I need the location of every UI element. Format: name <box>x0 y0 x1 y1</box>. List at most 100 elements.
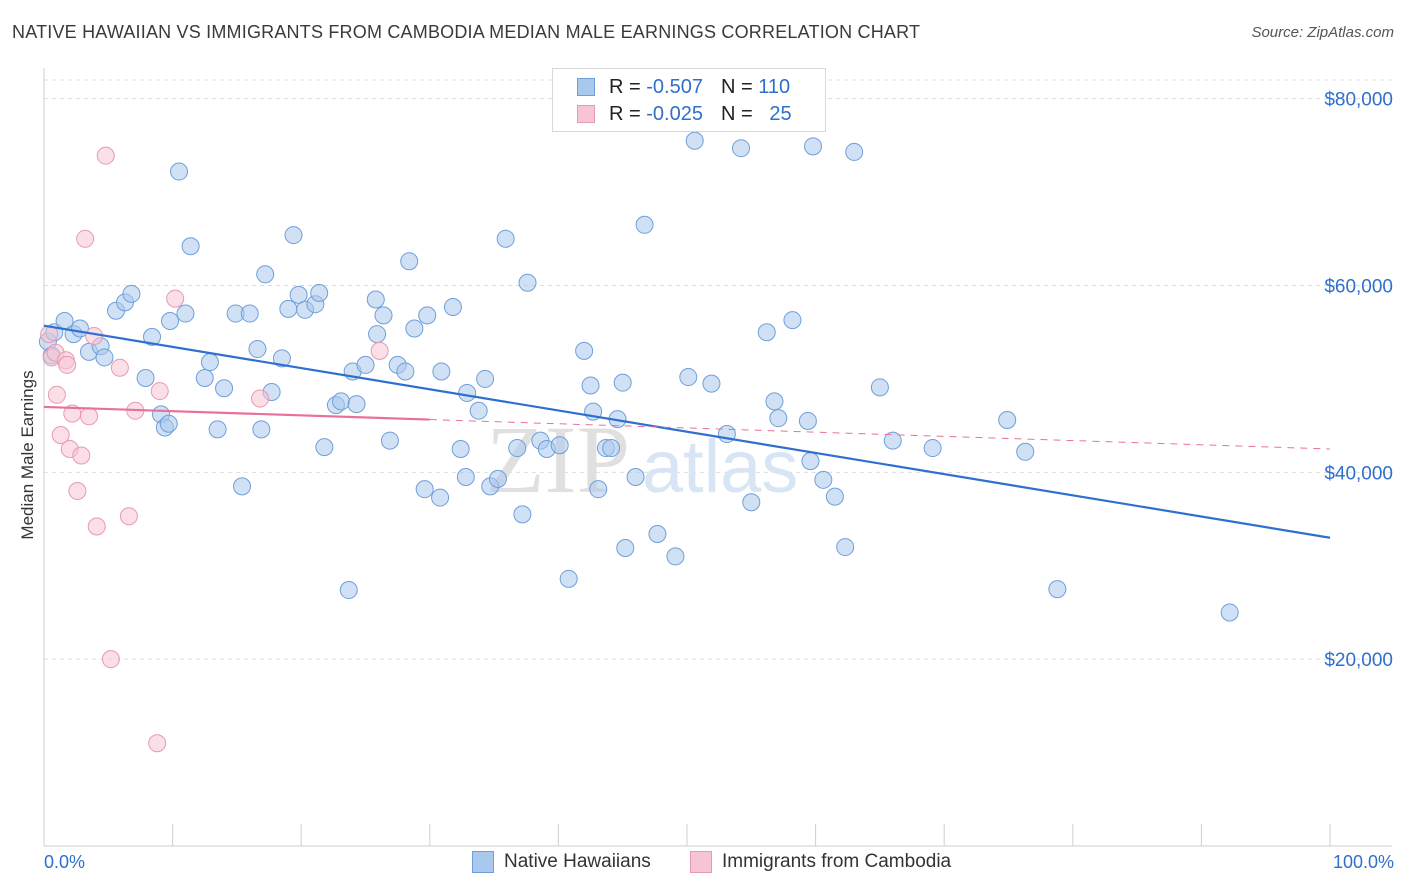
x-tick-label-max: 100.0% <box>1332 852 1394 872</box>
data-point-native-hawaiian <box>136 368 155 387</box>
legend-r-value: -0.025 <box>646 102 703 125</box>
watermark-zip: ZIP <box>486 406 630 513</box>
data-point-cambodia <box>80 407 99 426</box>
data-point-native-hawaiian <box>513 505 532 524</box>
y-tick-label: $20,000 <box>1324 650 1393 671</box>
data-point-native-hawaiian <box>508 439 527 458</box>
data-point-native-hawaiian <box>432 362 451 381</box>
data-point-native-hawaiian <box>550 436 569 455</box>
data-point-native-hawaiian <box>998 411 1017 430</box>
data-point-native-hawaiian <box>626 468 645 487</box>
legend-swatch-blue <box>577 78 595 96</box>
data-point-native-hawaiian <box>845 142 864 161</box>
data-point-native-hawaiian <box>836 538 855 557</box>
data-point-native-hawaiian <box>161 312 180 331</box>
data-point-native-hawaiian <box>315 438 334 457</box>
data-point-native-hawaiian <box>559 569 578 588</box>
data-point-native-hawaiian <box>415 480 434 499</box>
bottom-legend-cambodia: Immigrants from Cambodia <box>690 851 951 873</box>
data-point-native-hawaiian <box>252 420 271 439</box>
bottom-legend-label: Immigrants from Cambodia <box>722 851 952 872</box>
legend-n-value: 25 <box>769 102 792 125</box>
data-point-native-hawaiian <box>368 325 387 344</box>
data-point-native-hawaiian <box>825 487 844 506</box>
data-point-native-hawaiian <box>488 469 507 488</box>
legend-n-value: 110 <box>758 75 791 98</box>
tick-label-layer: $20,000 $40,000 $60,000 $80,000 <box>1324 90 1393 671</box>
data-point-native-hawaiian <box>679 368 698 387</box>
data-point-cambodia <box>96 146 115 165</box>
data-point-native-hawaiian <box>1220 603 1239 622</box>
data-point-native-hawaiian <box>798 411 817 430</box>
data-point-native-hawaiian <box>814 470 833 489</box>
data-point-native-hawaiian <box>95 348 114 367</box>
data-point-cambodia <box>101 650 120 669</box>
data-point-native-hawaiian <box>215 379 234 398</box>
data-point-native-hawaiian <box>575 341 594 360</box>
data-point-cambodia <box>370 341 389 360</box>
data-point-native-hawaiian <box>456 468 475 487</box>
data-point-native-hawaiian <box>742 493 761 512</box>
trend-line-cambodia <box>43 405 430 421</box>
bottom-legend-swatch-pink <box>690 851 712 873</box>
data-point-native-hawaiian <box>272 349 291 368</box>
legend-n-label: N = <box>720 102 753 125</box>
trend-layer <box>43 324 1331 539</box>
legend-row-cambodia: R = -0.025 N = 25 <box>577 101 792 127</box>
data-point-native-hawaiian <box>181 237 200 256</box>
legend-row-native-hawaiians: R = -0.507 N = 110 <box>577 74 790 100</box>
data-point-native-hawaiian <box>405 319 424 338</box>
data-point-native-hawaiian <box>418 306 437 325</box>
data-point-native-hawaiian <box>648 524 667 543</box>
data-point-native-hawaiian <box>339 581 358 600</box>
data-point-native-hawaiian <box>396 362 415 381</box>
data-point-cambodia <box>148 734 167 753</box>
data-point-cambodia <box>58 355 77 374</box>
data-point-native-hawaiian <box>496 229 515 248</box>
data-point-native-hawaiian <box>195 368 214 387</box>
data-point-native-hawaiian <box>279 299 298 318</box>
data-point-native-hawaiian <box>233 477 252 496</box>
data-point-native-hawaiian <box>400 252 419 271</box>
data-point-native-hawaiian <box>1048 580 1067 599</box>
chart-title: NATIVE HAWAIIAN VS IMMIGRANTS FROM CAMBO… <box>12 22 921 42</box>
y-tick-label: $60,000 <box>1324 277 1393 298</box>
data-point-cambodia <box>166 289 185 308</box>
data-point-native-hawaiian <box>732 139 751 158</box>
data-point-native-hawaiian <box>451 439 470 458</box>
data-point-native-hawaiian <box>332 392 351 411</box>
grid-layer <box>44 79 1392 660</box>
x-tick-label-min: 0.0% <box>44 852 86 872</box>
data-point-cambodia <box>68 482 87 501</box>
data-point-native-hawaiian <box>356 355 375 374</box>
legend-r-label: R = <box>609 102 641 125</box>
legend-r-label: R = <box>609 75 641 98</box>
legend-n-label: N = <box>720 75 753 98</box>
data-point-native-hawaiian <box>240 304 259 323</box>
data-point-native-hawaiian <box>616 539 635 558</box>
data-point-native-hawaiian <box>443 297 462 316</box>
data-point-native-hawaiian <box>380 431 399 450</box>
data-point-native-hawaiian <box>289 285 308 304</box>
data-point-cambodia <box>87 517 106 536</box>
data-point-native-hawaiian <box>159 414 178 433</box>
data-point-native-hawaiian <box>801 452 820 471</box>
data-point-native-hawaiian <box>170 162 189 181</box>
data-point-native-hawaiian <box>458 383 477 402</box>
data-point-native-hawaiian <box>374 306 393 325</box>
data-point-native-hawaiian <box>613 373 632 392</box>
data-point-native-hawaiian <box>870 378 889 397</box>
data-point-native-hawaiian <box>685 131 704 150</box>
data-point-native-hawaiian <box>783 311 802 330</box>
legend-swatch-pink <box>577 105 595 123</box>
data-point-cambodia <box>119 507 138 526</box>
data-point-cambodia <box>150 382 169 401</box>
data-point-native-hawaiian <box>310 283 329 302</box>
data-point-native-hawaiian <box>923 439 942 458</box>
data-point-native-hawaiian <box>635 215 654 234</box>
data-point-native-hawaiian <box>176 304 195 323</box>
data-point-native-hawaiian <box>589 480 608 499</box>
data-point-cambodia <box>251 389 270 408</box>
data-point-native-hawaiian <box>769 409 788 428</box>
